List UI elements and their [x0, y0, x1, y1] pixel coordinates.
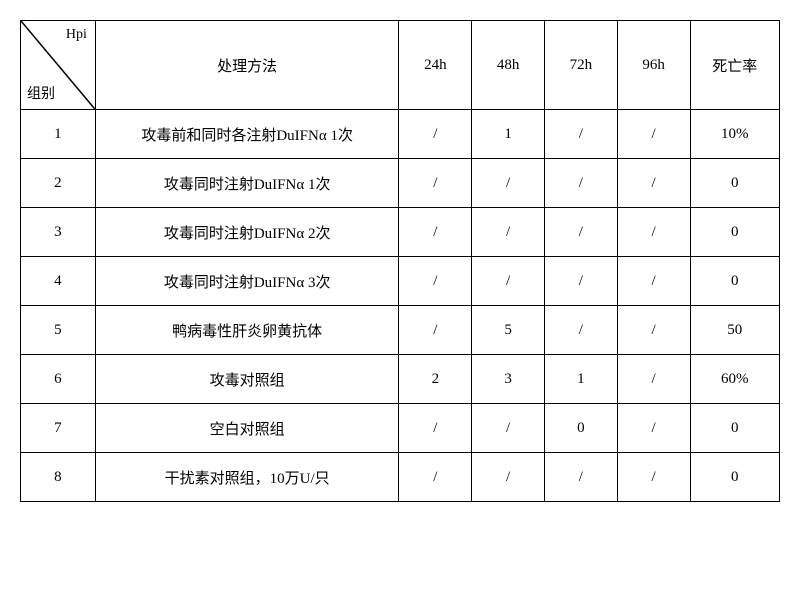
table-row: 7 空白对照组 / / 0 / 0 [21, 404, 780, 453]
cell-48h: / [472, 208, 545, 257]
cell-rate: 10% [690, 110, 779, 159]
cell-method: 攻毒同时注射DuIFNα 1次 [95, 159, 399, 208]
cell-rate: 50 [690, 306, 779, 355]
table-body: 1 攻毒前和同时各注射DuIFNα 1次 / 1 / / 10% 2 攻毒同时注… [21, 110, 780, 502]
cell-96h: / [617, 257, 690, 306]
header-label-group: 组别 [27, 83, 55, 103]
cell-24h: / [399, 257, 472, 306]
cell-24h: / [399, 110, 472, 159]
cell-rate: 0 [690, 159, 779, 208]
cell-group: 5 [21, 306, 96, 355]
cell-rate: 0 [690, 404, 779, 453]
cell-48h: 1 [472, 110, 545, 159]
table-row: 1 攻毒前和同时各注射DuIFNα 1次 / 1 / / 10% [21, 110, 780, 159]
cell-72h: / [544, 208, 617, 257]
header-cell-96h: 96h [617, 21, 690, 110]
cell-rate: 60% [690, 355, 779, 404]
cell-72h: / [544, 257, 617, 306]
cell-96h: / [617, 306, 690, 355]
header-cell-group-hpi: Hpi 组别 [21, 21, 96, 110]
table-row: 2 攻毒同时注射DuIFNα 1次 / / / / 0 [21, 159, 780, 208]
cell-24h: / [399, 306, 472, 355]
cell-72h: / [544, 110, 617, 159]
table-header-row: Hpi 组别 处理方法 24h 48h 72h 96h 死亡率 [21, 21, 780, 110]
cell-96h: / [617, 453, 690, 502]
cell-72h: 1 [544, 355, 617, 404]
cell-method: 攻毒同时注射DuIFNα 3次 [95, 257, 399, 306]
experiment-table: Hpi 组别 处理方法 24h 48h 72h 96h 死亡率 1 攻毒前和同时… [20, 20, 780, 502]
cell-72h: 0 [544, 404, 617, 453]
cell-96h: / [617, 110, 690, 159]
cell-method: 攻毒对照组 [95, 355, 399, 404]
cell-24h: / [399, 208, 472, 257]
cell-48h: 5 [472, 306, 545, 355]
table-row: 3 攻毒同时注射DuIFNα 2次 / / / / 0 [21, 208, 780, 257]
cell-group: 1 [21, 110, 96, 159]
cell-48h: / [472, 257, 545, 306]
cell-group: 6 [21, 355, 96, 404]
cell-group: 2 [21, 159, 96, 208]
cell-24h: / [399, 453, 472, 502]
cell-method: 攻毒同时注射DuIFNα 2次 [95, 208, 399, 257]
cell-96h: / [617, 404, 690, 453]
header-cell-48h: 48h [472, 21, 545, 110]
table-row: 8 干扰素对照组，10万U/只 / / / / 0 [21, 453, 780, 502]
cell-group: 8 [21, 453, 96, 502]
cell-48h: 3 [472, 355, 545, 404]
header-cell-72h: 72h [544, 21, 617, 110]
cell-method: 空白对照组 [95, 404, 399, 453]
cell-rate: 0 [690, 208, 779, 257]
header-cell-method: 处理方法 [95, 21, 399, 110]
cell-48h: / [472, 404, 545, 453]
cell-group: 3 [21, 208, 96, 257]
cell-72h: / [544, 453, 617, 502]
cell-96h: / [617, 159, 690, 208]
cell-group: 7 [21, 404, 96, 453]
cell-24h: 2 [399, 355, 472, 404]
table-row: 5 鸭病毒性肝炎卵黄抗体 / 5 / / 50 [21, 306, 780, 355]
cell-48h: / [472, 453, 545, 502]
cell-24h: / [399, 404, 472, 453]
header-cell-rate: 死亡率 [690, 21, 779, 110]
cell-rate: 0 [690, 453, 779, 502]
header-cell-24h: 24h [399, 21, 472, 110]
cell-96h: / [617, 355, 690, 404]
cell-96h: / [617, 208, 690, 257]
cell-method: 鸭病毒性肝炎卵黄抗体 [95, 306, 399, 355]
cell-48h: / [472, 159, 545, 208]
cell-72h: / [544, 306, 617, 355]
cell-rate: 0 [690, 257, 779, 306]
table-row: 6 攻毒对照组 2 3 1 / 60% [21, 355, 780, 404]
header-label-hpi: Hpi [66, 27, 87, 43]
experiment-table-container: Hpi 组别 处理方法 24h 48h 72h 96h 死亡率 1 攻毒前和同时… [20, 20, 780, 502]
cell-24h: / [399, 159, 472, 208]
cell-method: 干扰素对照组，10万U/只 [95, 453, 399, 502]
cell-method: 攻毒前和同时各注射DuIFNα 1次 [95, 110, 399, 159]
cell-72h: / [544, 159, 617, 208]
table-row: 4 攻毒同时注射DuIFNα 3次 / / / / 0 [21, 257, 780, 306]
cell-group: 4 [21, 257, 96, 306]
